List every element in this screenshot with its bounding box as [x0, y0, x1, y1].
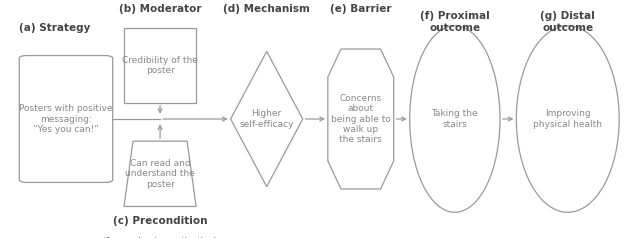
- Polygon shape: [230, 51, 303, 187]
- Text: Posters with positive
messaging:
“Yes you can!”: Posters with positive messaging: “Yes yo…: [19, 104, 113, 134]
- Polygon shape: [124, 141, 196, 206]
- Ellipse shape: [516, 26, 619, 212]
- Polygon shape: [328, 49, 394, 189]
- FancyBboxPatch shape: [19, 55, 113, 183]
- Text: Higher
self-efficacy: Higher self-efficacy: [239, 109, 294, 129]
- Ellipse shape: [410, 26, 500, 212]
- Text: (b) Moderator: (b) Moderator: [119, 4, 202, 14]
- Text: Taking the
stairs: Taking the stairs: [431, 109, 478, 129]
- Text: (for mechanism activation): (for mechanism activation): [103, 237, 217, 238]
- Text: Can read and
understand the
poster: Can read and understand the poster: [125, 159, 195, 189]
- Text: (c) Precondition: (c) Precondition: [113, 216, 207, 226]
- Text: Credibility of the
poster: Credibility of the poster: [122, 56, 198, 75]
- Text: Improving
physical health: Improving physical health: [533, 109, 602, 129]
- Text: (g) Distal
outcome: (g) Distal outcome: [540, 11, 595, 33]
- Bar: [124, 28, 196, 103]
- Text: (f) Proximal
outcome: (f) Proximal outcome: [420, 11, 490, 33]
- Text: (d) Mechanism: (d) Mechanism: [223, 4, 310, 14]
- Text: (e) Barrier: (e) Barrier: [330, 4, 392, 14]
- Text: (a) Strategy: (a) Strategy: [19, 23, 90, 33]
- Text: Concerns
about
being able to
walk up
the stairs: Concerns about being able to walk up the…: [331, 94, 390, 144]
